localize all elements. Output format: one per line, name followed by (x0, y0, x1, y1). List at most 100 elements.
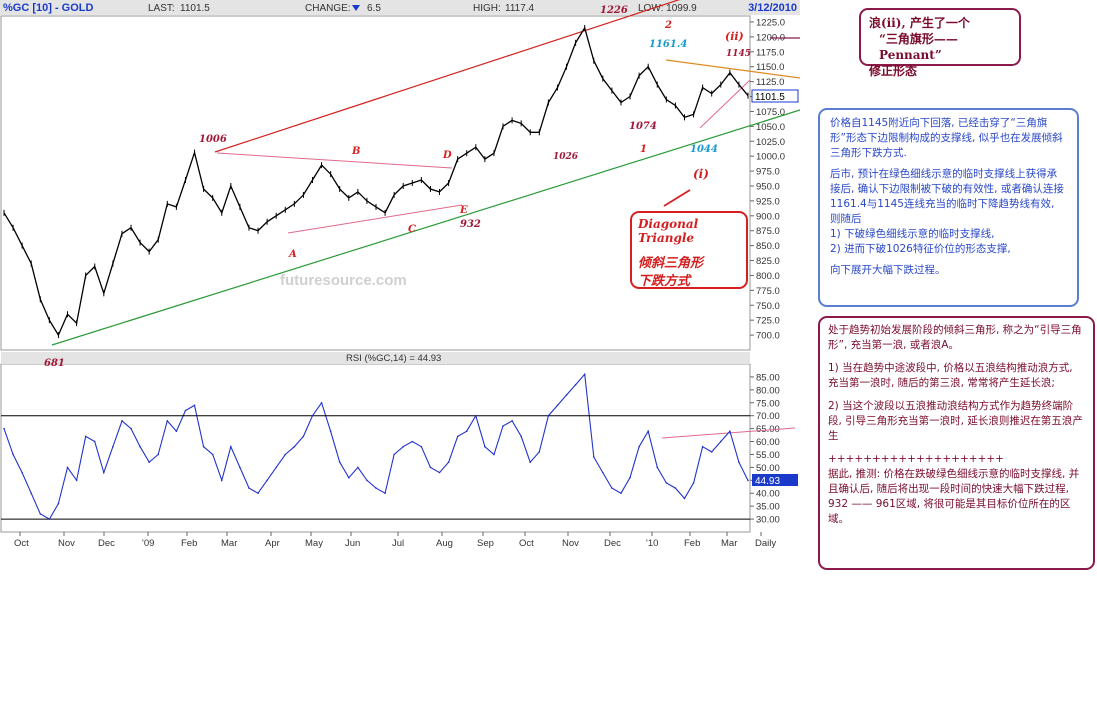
price-tick-label: 925.0 (756, 196, 780, 207)
rsi-point (202, 445, 205, 448)
rsi-point (57, 502, 60, 505)
rsi-point (12, 453, 14, 456)
rsi-point (139, 445, 141, 448)
price-tick-label: 750.0 (756, 301, 780, 312)
price-tick-label: 875.0 (756, 226, 780, 237)
rsi-point (447, 461, 450, 464)
rsi-last-badge (752, 474, 798, 486)
price-last-value: 1101.5 (755, 92, 785, 103)
rsi-point (710, 451, 713, 453)
triangle-upper-line (216, 152, 453, 169)
rsi-point (547, 414, 550, 417)
price-tick-label: 1025.0 (756, 137, 785, 148)
rsi-point (148, 461, 150, 464)
rsi-point (311, 414, 314, 417)
rsi-tick-label: 85.00 (756, 372, 780, 383)
rsi-point (647, 430, 649, 433)
rsi-point (583, 373, 586, 376)
price-tick-label: 850.0 (756, 241, 780, 252)
rsi-point (75, 479, 78, 482)
rsi-point (592, 456, 595, 458)
rsi-point (665, 482, 668, 484)
rsi-point (620, 492, 622, 495)
pennant-annotation-box: 浪(ⅱ), 产生了一个 “三角旗形——Pennant” 修正形态 (859, 8, 1021, 78)
rsi-point (347, 476, 350, 479)
rsi-point (565, 394, 568, 396)
wave-label-E: E (459, 205, 468, 216)
price-tick-label: 800.0 (756, 271, 780, 282)
outlook-text-1: 价格自1145附近向下回落, 已经击穿了“三角旗形”形态下边限制构成的支撑线, … (830, 117, 1063, 159)
price-tick-label: 825.0 (756, 256, 780, 267)
rsi-point (738, 461, 740, 464)
rsi-point (465, 430, 468, 433)
rsi-point (511, 420, 513, 422)
rsi-point (574, 383, 577, 386)
rsi-point (320, 401, 323, 404)
wave-label-932: 932 (460, 219, 481, 230)
diagonal-arrow (663, 189, 691, 207)
outlook-text-2: 后市, 预计在绿色细线示意的临时支撑线上获得承接后, 确认下边限制被下破的有效性… (830, 168, 1064, 225)
price-tick-label: 775.0 (756, 286, 780, 297)
rsi-point (121, 420, 123, 422)
price-tick-label: 900.0 (756, 211, 780, 222)
price-tick-label: 1075.0 (756, 107, 785, 118)
rsi-point (193, 404, 196, 407)
rsi-tick-label: 35.00 (756, 502, 780, 513)
x-tick-label: '10 (646, 538, 658, 549)
wave-label-i: (i) (693, 167, 709, 181)
rsi-points (3, 373, 749, 520)
rsi-point (220, 479, 223, 482)
price-tick-label: 950.0 (756, 181, 780, 192)
change-label: CHANGE: (305, 3, 351, 14)
theory-text-2: 1) 当在趋势中途波段中, 价格以五浪结构推动浪方式, 充当第一浪时, 随后的第… (828, 362, 1073, 389)
x-tick-label: Sep (477, 538, 494, 549)
x-tick-label: Jul (392, 538, 404, 549)
rsi-point (719, 440, 722, 443)
header-date: 3/12/2010 (748, 2, 797, 14)
wave-label-1: 1 (640, 144, 647, 155)
rsi-point (375, 487, 377, 489)
rsi-point (166, 420, 169, 422)
rsi-tick-label: 55.00 (756, 450, 780, 461)
rsi-point (638, 445, 640, 448)
wave-label-1074: 1074 (629, 121, 657, 132)
rsi-point (493, 453, 495, 456)
wave-label-C: C (408, 224, 416, 235)
theory-separator: ++++++++++++++++++++ (828, 453, 1004, 465)
rsi-point (184, 409, 187, 412)
change-value: 6.5 (367, 3, 381, 14)
rsi-tick-label: 75.00 (756, 398, 780, 409)
rsi-point (729, 430, 731, 433)
rsi-point (475, 414, 477, 417)
rsi-point (411, 440, 414, 443)
rsi-last-value: 44.93 (755, 476, 780, 487)
outlook-text-4: 2) 进而下破1026特征价位的形态支撑, (830, 243, 1011, 255)
price-tick-label: 1225.0 (756, 17, 785, 28)
rsi-point (484, 445, 486, 448)
x-tick-label: Aug (436, 538, 453, 549)
outlook-annotation-box: 价格自1145附近向下回落, 已经击穿了“三角旗形”形态下边限制构成的支撑线, … (818, 108, 1079, 307)
diagonal-triangle-box: Diagonal Triangle 倾斜三角形 下跌方式 (630, 211, 748, 289)
x-tick-label: Apr (265, 538, 280, 549)
red-upper-trendline (214, 0, 681, 153)
rsi-point (257, 492, 259, 495)
theory-text-3: 2) 当这个波段以五浪推动浪结构方式作为趋势终端阶段, 引导三角形充当第一浪时,… (828, 400, 1083, 442)
rsi-point (502, 425, 504, 427)
x-tick-label: Mar (221, 538, 237, 549)
pennant-line-1: 浪(ⅱ), 产生了一个 (869, 16, 970, 30)
wave-label-1145: 1145 (726, 49, 751, 59)
price-tick-label: 1150.0 (756, 62, 784, 73)
down-arrow-icon (352, 5, 360, 11)
price-axis: 700.0 725.0 750.0 775.0 800.0 825.0 850.0 875.0… (750, 17, 785, 342)
rsi-point (48, 518, 51, 520)
header-bar (0, 0, 800, 15)
rsi-point (103, 471, 105, 474)
rsi-point (429, 466, 432, 469)
rsi-point (284, 453, 287, 456)
rsi-point (366, 479, 368, 482)
rsi-point (93, 440, 96, 443)
wave-label-B: B (351, 146, 360, 157)
rsi-tick-label: 50.00 (756, 463, 780, 474)
x-tick-label: Nov (58, 538, 75, 549)
rsi-point (611, 487, 613, 489)
